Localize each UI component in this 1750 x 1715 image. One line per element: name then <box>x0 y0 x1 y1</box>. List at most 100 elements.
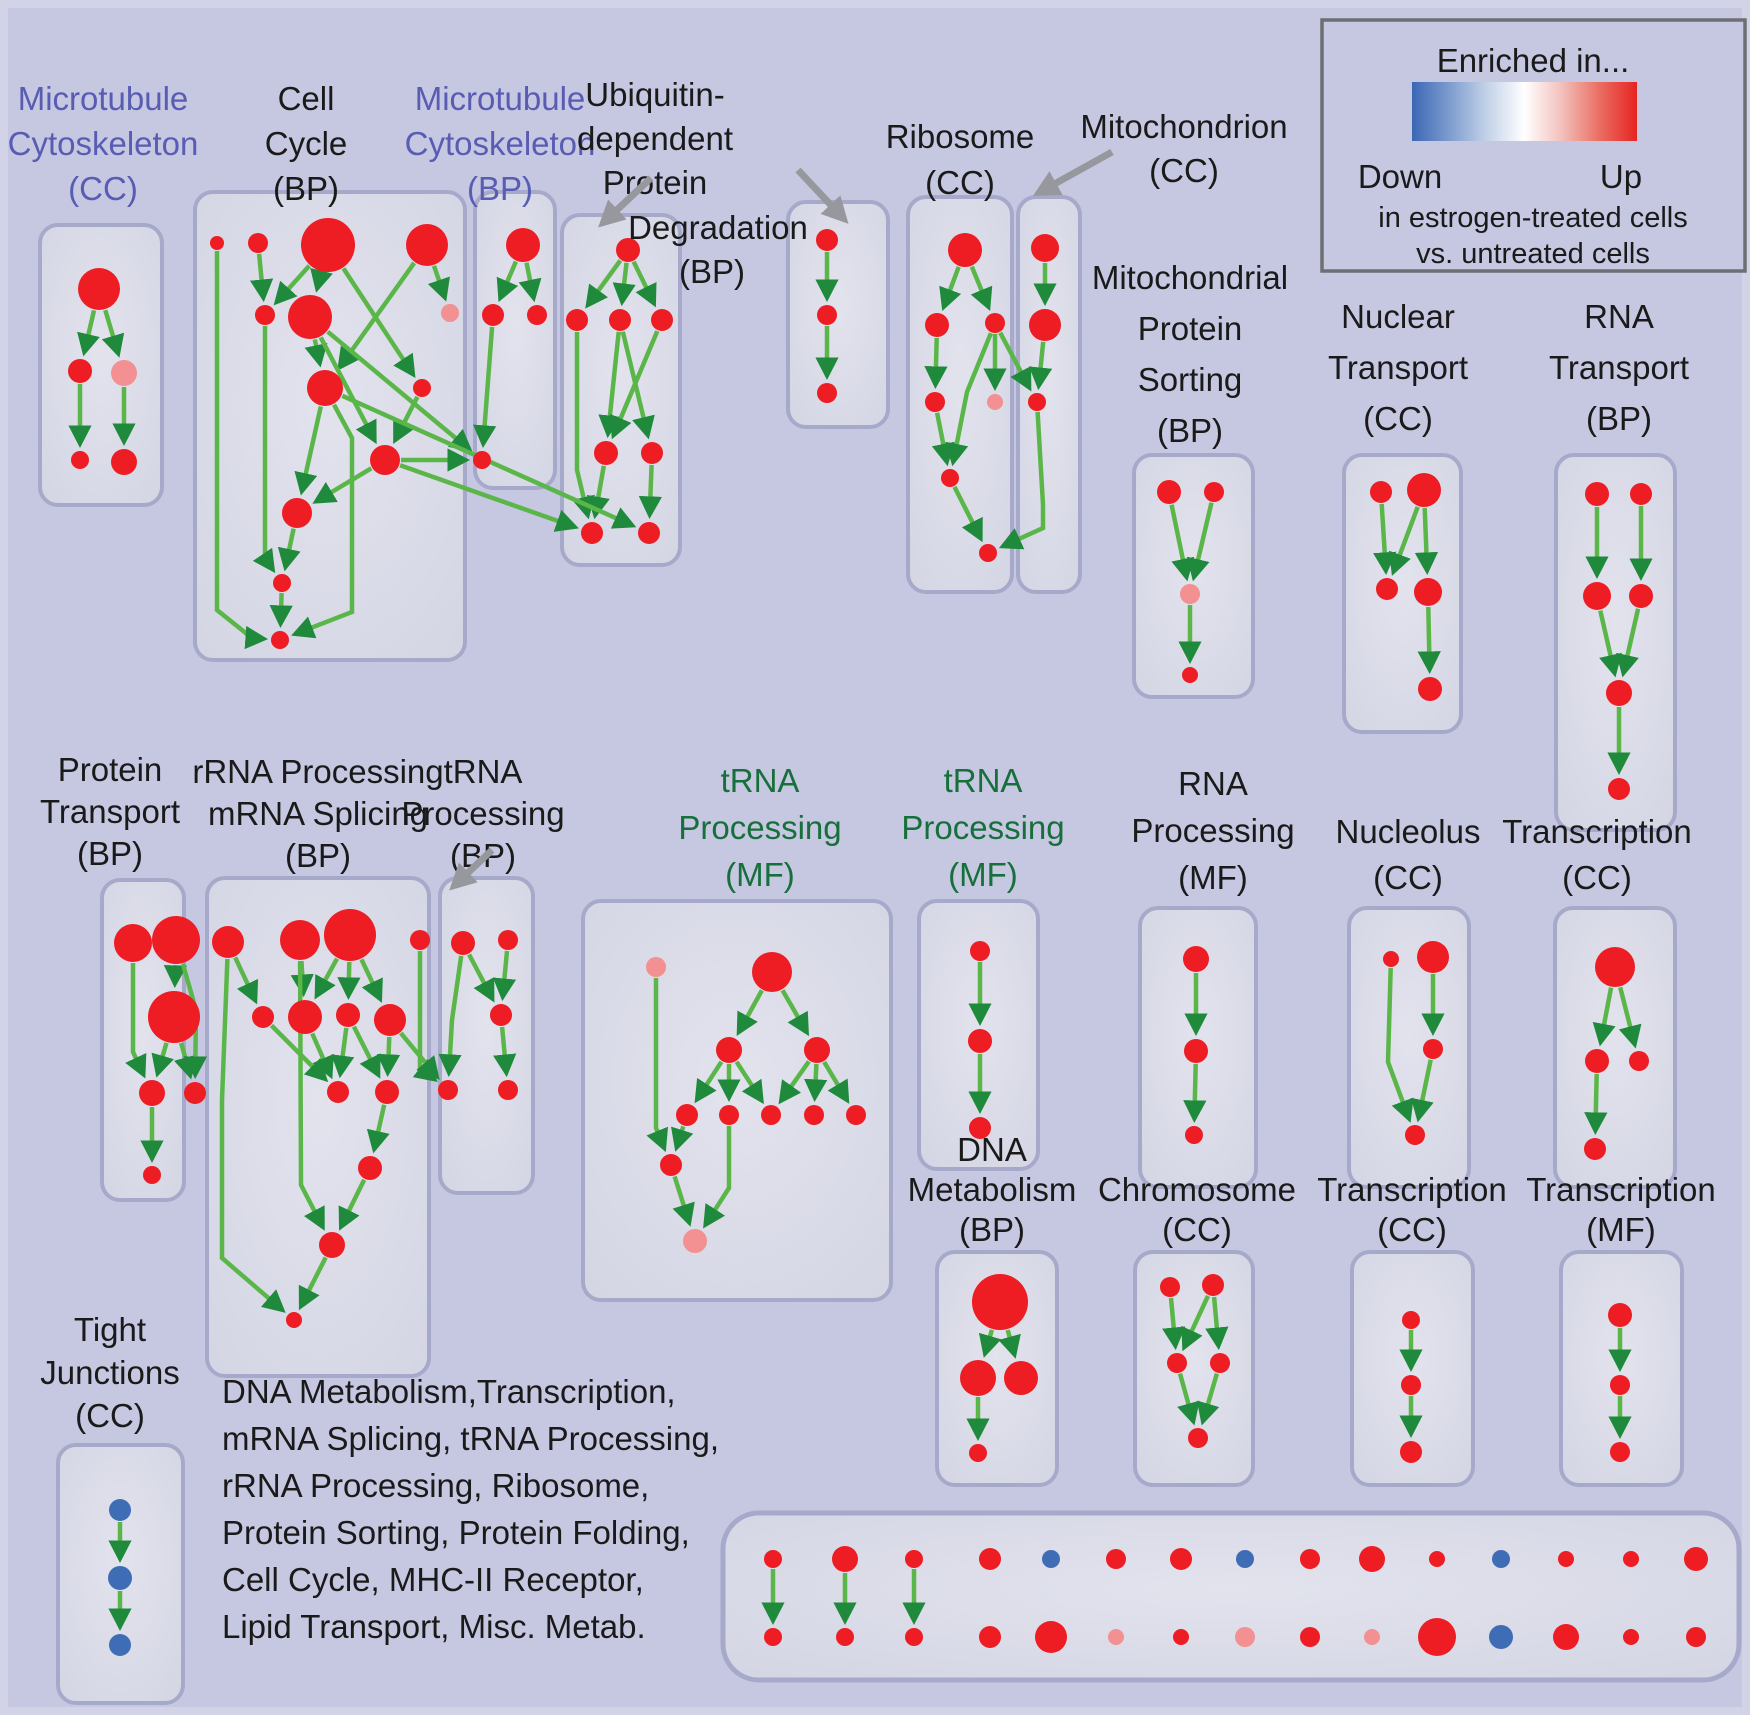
trna-mf1-edge <box>778 1060 811 1105</box>
chromosome-node-c1 <box>1160 1277 1180 1297</box>
trna-mf1-edge <box>703 1126 732 1229</box>
legend-up-label: Up <box>1600 158 1642 195</box>
mt-bp-edge <box>518 262 542 303</box>
cell-cycle-node-n10 <box>370 445 400 475</box>
ribosome-edge <box>945 332 993 467</box>
cross-edge <box>399 463 579 532</box>
mito-node-t1 <box>1031 234 1059 262</box>
transcription-mf-title: (MF) <box>1586 1211 1656 1248</box>
ub-title: Degradation <box>628 209 808 246</box>
rna-transport-title: Transport <box>1549 349 1689 386</box>
tight-junctions-title: Tight <box>74 1311 146 1348</box>
rrna-node-q4 <box>410 930 430 950</box>
nuc-transport-edge <box>1414 507 1439 576</box>
rrna-edge <box>314 957 339 1000</box>
mps-title: Protein <box>1138 310 1243 347</box>
rna-transport-node-b5 <box>1606 680 1632 706</box>
transcription-cc1-title: Transcription <box>1502 813 1692 850</box>
ub2-node-v1 <box>816 229 838 251</box>
trna-mf1-edge <box>671 1125 694 1152</box>
nuc-transport-title: (CC) <box>1363 400 1433 437</box>
dna-met-title: DNA <box>957 1131 1027 1168</box>
pointer-arrow <box>1032 148 1114 196</box>
mps-node-p4 <box>1182 667 1198 683</box>
protein-transport-node-BM <box>148 991 200 1043</box>
transcription-cc1-node-k1 <box>1595 947 1635 987</box>
chromosome-node-c4 <box>1210 1353 1230 1373</box>
rrna-node-q2 <box>280 920 320 960</box>
mt-cc-edge <box>77 309 100 357</box>
transcription-cc1-title: (CC) <box>1562 859 1632 896</box>
strip-node-top-4 <box>979 1548 1001 1570</box>
rrna-title: (BP) <box>285 837 351 874</box>
trna-bp-node-tb1 <box>451 931 475 955</box>
trna-mf1-node-w2 <box>752 952 792 992</box>
trna-bp-node-tb4 <box>438 1080 458 1100</box>
transcription-cc1-edge <box>1618 986 1642 1049</box>
mito-node-t3 <box>1028 393 1046 411</box>
nuc-transport-box <box>1342 453 1463 734</box>
rrna-edge <box>366 1104 390 1154</box>
rna-transport-node-b1 <box>1585 482 1609 506</box>
mt-cc-node-a <box>78 268 120 310</box>
cell-cycle-title: Cell <box>278 80 335 117</box>
rrna-node-q13 <box>286 1312 302 1328</box>
misc-terms-text: mRNA Splicing, tRNA Processing, <box>222 1420 719 1457</box>
tight-junctions-node-j3 <box>109 1634 131 1656</box>
ub-edge <box>572 332 595 520</box>
rrna-node-q12 <box>319 1232 345 1258</box>
trna-mf1-node-w8 <box>804 1105 824 1125</box>
protein-transport-node-S2 <box>184 1082 206 1104</box>
nucleolus-edge <box>1410 1059 1434 1123</box>
ub-title: Ubiquitin- <box>585 76 724 113</box>
ribosome-edge <box>969 265 993 312</box>
dna-met-edge <box>978 1329 1002 1358</box>
strip-node-bottom-2 <box>836 1628 854 1646</box>
rrna-node-q5 <box>252 1006 274 1028</box>
strip-node-top-7 <box>1170 1548 1192 1570</box>
cell-cycle-edge <box>310 267 333 293</box>
trna-mf1-node-w11 <box>683 1229 707 1253</box>
mps-title: Sorting <box>1138 361 1243 398</box>
ub-edge <box>609 330 660 440</box>
rna-proc-mf-node-y1 <box>1183 946 1209 972</box>
nucleolus-title: (CC) <box>1373 859 1443 896</box>
chromosome-edge <box>1162 1297 1186 1351</box>
strip-node-top-3 <box>905 1550 923 1568</box>
mps-edge <box>1169 504 1195 582</box>
trna-mf1-node-w6 <box>719 1105 739 1125</box>
nodes-layer <box>68 218 1708 1656</box>
ub-edge <box>586 465 610 520</box>
pointer-arrow <box>598 175 654 228</box>
protein-transport-edge <box>163 964 188 989</box>
trna-mf1-edge <box>736 989 764 1037</box>
trna-bp-edge <box>438 955 464 1078</box>
strip-node-bottom-9 <box>1300 1627 1320 1647</box>
rna-proc-mf-edge <box>1183 1063 1207 1124</box>
rrna-edge <box>233 956 259 1005</box>
nuc-transport-node-a3 <box>1376 578 1398 600</box>
strip-node-bottom-13 <box>1553 1624 1579 1650</box>
rrna-edge <box>376 1036 401 1078</box>
misc-terms-text: DNA Metabolism,Transcription, <box>222 1373 676 1410</box>
legend-box <box>1320 18 1747 273</box>
nuc-transport-node-a2 <box>1407 473 1441 507</box>
trna-mf2-title: (MF) <box>948 856 1018 893</box>
mps-title: Mitochondrial <box>1092 259 1288 296</box>
cell-cycle-node-n12 <box>273 574 291 592</box>
mt-bp-edge <box>496 260 519 303</box>
transcription-cc2-title: (CC) <box>1377 1211 1447 1248</box>
mt-cc-title: (CC) <box>68 170 138 207</box>
rrna-edge <box>351 1025 381 1079</box>
edges-layer <box>68 251 1653 1632</box>
cell-cycle-node-n5 <box>255 305 275 325</box>
rna-proc-mf-title: (MF) <box>1178 859 1248 896</box>
cell-cycle-edge <box>304 339 328 368</box>
chromosome-title: Chromosome <box>1098 1171 1296 1208</box>
rrna-node-q11 <box>358 1156 382 1180</box>
rna-transport-node-b6 <box>1608 778 1630 800</box>
cell-cycle-edge <box>291 403 355 639</box>
protein-transport-node-L1 <box>114 924 152 962</box>
mt-bp-box <box>473 190 557 490</box>
cell-cycle-node-n6 <box>288 295 332 339</box>
